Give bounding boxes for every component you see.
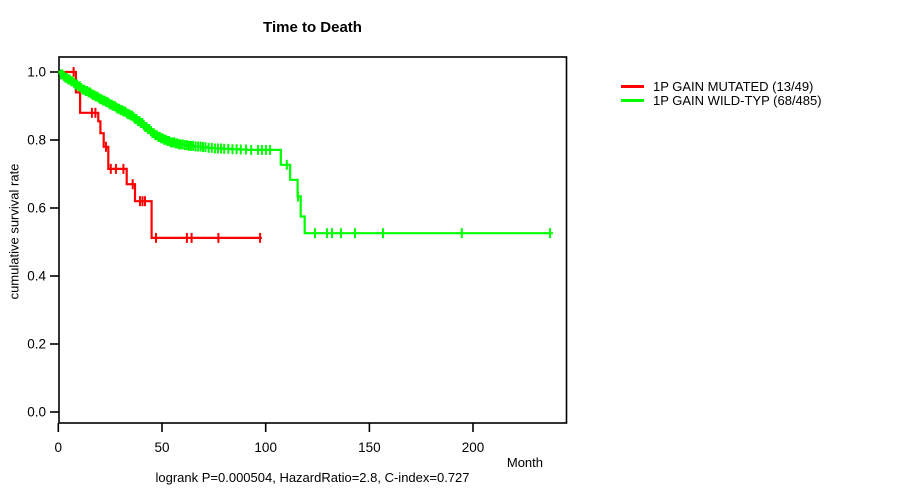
- x-tick-label: 0: [55, 440, 63, 455]
- y-tick-label: 0.0: [27, 405, 46, 420]
- stats-caption: logrank P=0.000504, HazardRatio=2.8, C-i…: [155, 470, 470, 485]
- legend-line-sample-mutated: [621, 84, 644, 88]
- survival-curve-wildtype: [58, 69, 553, 239]
- x-tick-label: 50: [154, 440, 169, 455]
- x-tick-label: 150: [358, 440, 381, 455]
- legend-label-wildtype: 1P GAIN WILD-TYP (68/485): [653, 93, 822, 109]
- survival-curves: [58, 67, 553, 243]
- legend-line-sample-wildtype: [621, 99, 644, 103]
- legend: 1P GAIN MUTATED (13/49) 1P GAIN WILD-TYP…: [621, 79, 822, 108]
- y-tick-label: 0.6: [27, 201, 46, 216]
- chart-title: Time to Death: [263, 19, 362, 36]
- legend-entry-wildtype: 1P GAIN WILD-TYP (68/485): [621, 93, 822, 109]
- survival-step-path-mutated: [58, 70, 262, 239]
- axes: 0 50 100 150 200 0.0 0.2 0.4 0.6 0.8 1.0: [27, 56, 568, 455]
- legend-entry-mutated: 1P GAIN MUTATED (13/49): [621, 79, 822, 94]
- y-tick-label: 0.2: [27, 337, 46, 352]
- x-tick-label: 100: [254, 440, 277, 455]
- y-tick-label: 0.4: [27, 269, 46, 284]
- x-tick-label: 200: [462, 440, 485, 455]
- y-tick-label: 1.0: [27, 65, 46, 80]
- plot-border: [58, 56, 568, 424]
- survival-step-path-wildtype: [58, 70, 553, 235]
- survival-curve-mutated: [58, 67, 262, 243]
- legend-label-mutated: 1P GAIN MUTATED (13/49): [653, 78, 814, 94]
- x-axis-title: Month: [506, 455, 543, 470]
- y-tick-label: 0.8: [27, 133, 46, 148]
